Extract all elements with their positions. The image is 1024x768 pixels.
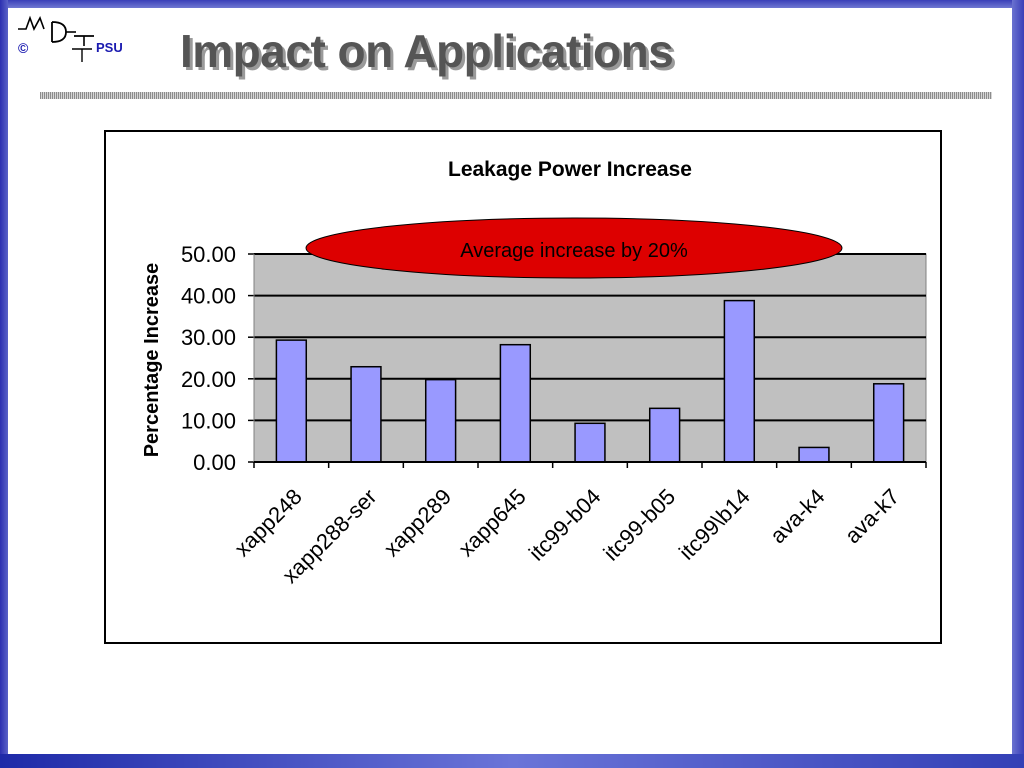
mdt-psu-logo: © PSU — [14, 12, 144, 66]
bar-xapp645 — [499, 343, 532, 463]
x-axis-ticks: xapp248xapp288-serxapp289xapp645itc99-b0… — [229, 462, 927, 588]
y-axis-ticks: 0.00 10.00 20.00 30.00 40.00 50.00 — [181, 242, 255, 475]
y-tick-label: 50.00 — [181, 242, 236, 267]
y-axis-label: Percentage Increase — [141, 263, 163, 458]
bar-itc99-b05 — [648, 407, 681, 463]
frame-left-border — [0, 0, 8, 768]
title-divider — [40, 92, 992, 99]
bar-xapp248 — [275, 339, 308, 463]
x-tick-label: ava-k4 — [765, 484, 829, 548]
chart-container: Leakage Power Increase 0.00 10.00 20.00 30.… — [104, 130, 942, 644]
x-tick-label: itc99\b14 — [674, 484, 755, 565]
bar-itc99-b04 — [574, 422, 606, 463]
frame-bottom-border — [0, 754, 1024, 768]
x-tick-label: xapp289 — [379, 484, 456, 561]
callout-ellipse — [305, 217, 843, 279]
bar-itc99-b14 — [723, 299, 756, 463]
callout-text: Average increase by 20% — [460, 240, 688, 262]
y-tick-label: 0.00 — [193, 450, 236, 475]
y-tick-label: 30.00 — [181, 325, 236, 350]
bar-ava-k4 — [798, 446, 830, 463]
x-tick-label: xapp645 — [453, 484, 530, 561]
bar-ava-k7 — [872, 383, 905, 463]
x-tick-label: ava-k7 — [840, 484, 904, 548]
x-tick-label: itc99-b05 — [599, 484, 681, 566]
frame-right-border — [1012, 0, 1024, 768]
x-tick-label: itc99-b04 — [524, 484, 606, 566]
y-tick-label: 40.00 — [181, 284, 236, 309]
mdt-logo-mark-icon — [18, 15, 94, 62]
copyright-symbol: © — [18, 40, 29, 56]
y-tick-label: 10.00 — [181, 408, 236, 433]
bar-xapp288-ser — [350, 365, 382, 463]
psu-label: PSU — [96, 40, 123, 55]
frame-top-border — [0, 0, 1024, 8]
bar-xapp289 — [424, 378, 457, 463]
x-tick-label: xapp248 — [229, 484, 306, 561]
slide-title: Impact on Applications — [180, 25, 674, 77]
chart-title: Leakage Power Increase — [448, 158, 692, 181]
y-tick-label: 20.00 — [181, 367, 236, 392]
bar-chart: Leakage Power Increase 0.00 10.00 20.00 30.… — [141, 158, 927, 588]
